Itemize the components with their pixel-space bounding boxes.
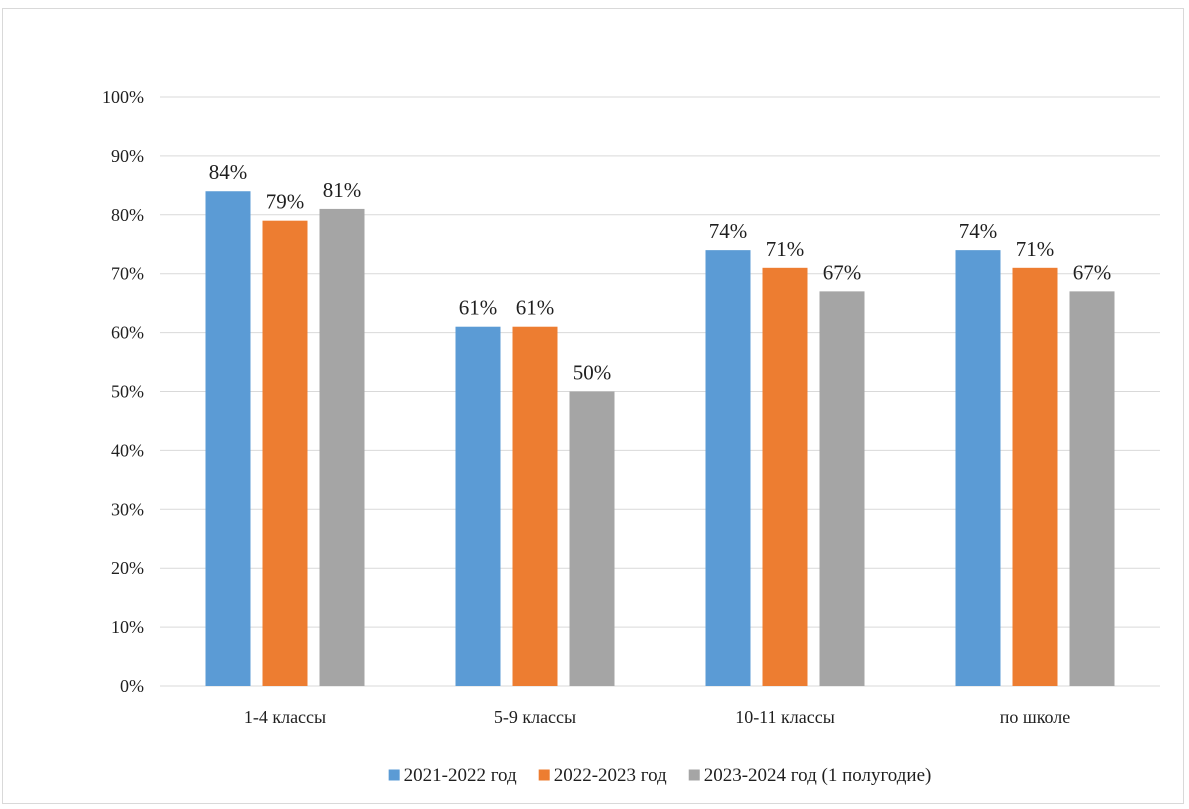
bar [819, 291, 865, 686]
y-tick-label: 60% [111, 323, 144, 343]
bar [262, 220, 308, 686]
y-tick-label: 30% [111, 499, 144, 519]
data-label: 84% [209, 160, 248, 184]
legend-label: 2022-2023 год [554, 765, 667, 786]
legend-swatch [688, 769, 700, 781]
data-label: 74% [709, 219, 748, 243]
x-tick-label: 10-11 классы [735, 707, 835, 727]
bar [205, 191, 251, 687]
bar [762, 267, 808, 686]
bar [512, 326, 558, 686]
bar [705, 250, 751, 686]
y-tick-label: 20% [111, 558, 144, 578]
bar [1012, 267, 1058, 686]
bar [955, 250, 1001, 686]
bar [455, 326, 501, 686]
data-label: 50% [573, 361, 612, 385]
y-tick-label: 80% [111, 205, 144, 225]
data-label: 79% [266, 190, 305, 214]
y-tick-label: 90% [111, 146, 144, 166]
bar [1069, 291, 1115, 686]
data-label: 71% [1016, 237, 1055, 261]
data-label: 74% [959, 219, 998, 243]
x-tick-label: 1-4 классы [244, 707, 326, 727]
bar [569, 391, 615, 686]
legend-label: 2023-2024 год (1 полугодие) [704, 765, 932, 786]
y-tick-label: 70% [111, 264, 144, 284]
y-tick-label: 10% [111, 617, 144, 637]
data-label: 67% [823, 260, 862, 284]
y-tick-label: 100% [102, 87, 144, 107]
x-tick-label: по школе [1000, 707, 1071, 727]
data-label: 61% [459, 296, 498, 320]
data-label: 71% [766, 237, 805, 261]
x-tick-label: 5-9 классы [494, 707, 576, 727]
y-tick-label: 40% [111, 440, 144, 460]
bar [319, 208, 365, 686]
y-tick-label: 50% [111, 382, 144, 402]
data-label: 81% [323, 178, 362, 202]
y-tick-label: 0% [120, 676, 144, 696]
legend-swatch [538, 769, 550, 781]
legend-swatch [388, 769, 400, 781]
legend-label: 2021-2022 год [404, 765, 517, 786]
data-label: 67% [1073, 260, 1112, 284]
data-label: 61% [516, 296, 555, 320]
